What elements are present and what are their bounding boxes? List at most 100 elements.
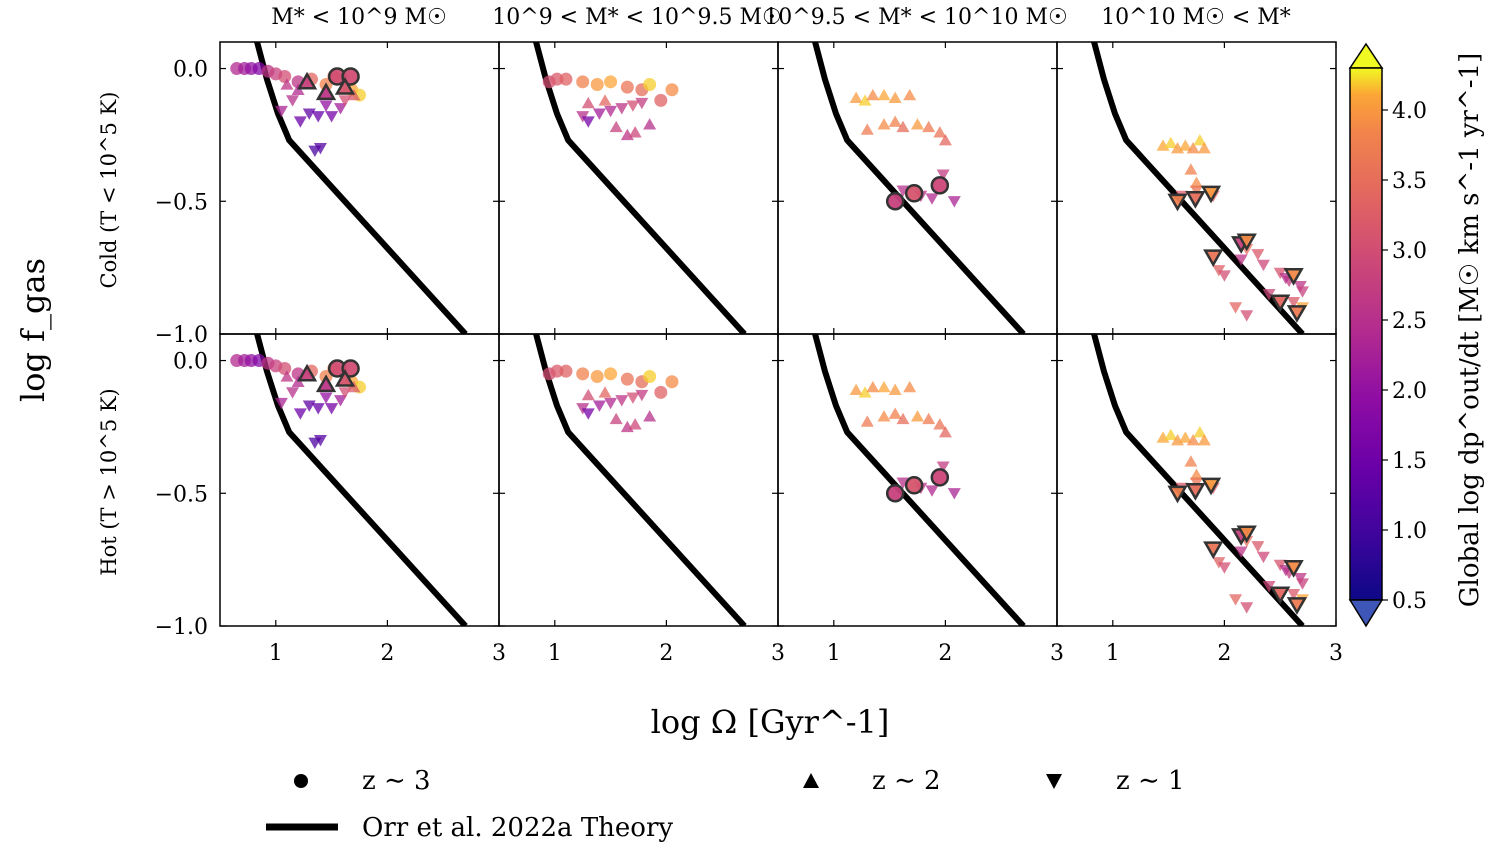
point-z1: [319, 392, 333, 404]
point-z2: [581, 388, 595, 401]
point-z2: [581, 96, 595, 109]
point-z2: [858, 94, 872, 106]
point-z3: [654, 385, 668, 399]
point-z1: [286, 95, 300, 107]
plot-area: [230, 334, 468, 626]
point-z1: [1256, 551, 1270, 564]
colorbar-tick-label: 2.5: [1392, 309, 1427, 334]
plot-area: [230, 42, 468, 334]
point-z1: [1185, 482, 1206, 501]
plot-area: [1090, 42, 1310, 334]
point-z2: [860, 415, 874, 427]
point-z1: [1296, 286, 1310, 298]
point-z2: [896, 412, 910, 425]
point-z3: [576, 75, 590, 89]
point-z2: [1193, 426, 1207, 438]
column-title-3: 10^9.5 < M* < 10^10 M☉: [764, 5, 1067, 30]
point-z3: [665, 83, 679, 97]
x-tick-label: 3: [1329, 641, 1343, 666]
point-z1: [325, 403, 339, 415]
x-tick-label: 2: [1217, 641, 1231, 666]
plot-area: [1090, 334, 1310, 626]
point-z1: [1236, 233, 1257, 252]
x-tick-label: 1: [827, 641, 841, 666]
point-z2: [877, 380, 891, 393]
point-z1: [1270, 586, 1291, 605]
point-z1: [1240, 602, 1254, 614]
column-title-4: 10^10 M☉ < M*: [1101, 5, 1291, 30]
point-z1: [313, 434, 327, 447]
panel-frame: [1056, 333, 1337, 627]
colorbar: 0.5 1.0 1.5 2.0 2.5 3.0 3.5 4.0 Global log dp^o…: [1348, 42, 1485, 628]
point-z1: [1251, 541, 1265, 553]
point-z2: [1186, 434, 1200, 446]
point-z1: [1234, 254, 1248, 266]
row-label-hot: Hot (T > 10^5 K): [97, 388, 121, 575]
column-title-1: M* < 10^9 M☉: [271, 5, 447, 30]
point-z2: [628, 126, 642, 138]
point-z1: [1286, 597, 1308, 615]
point-z2: [1178, 139, 1192, 151]
point-z1: [1185, 190, 1206, 209]
legend-marker-z2: [803, 773, 819, 788]
colorbar-tick-label: 1.0: [1392, 519, 1427, 544]
point-z2: [609, 412, 623, 425]
point-z3: [559, 364, 573, 378]
point-z3: [885, 484, 905, 503]
y-tick-label: −1.0: [155, 615, 208, 640]
point-z1: [947, 196, 961, 208]
plot-area: [532, 42, 747, 334]
point-z1: [1286, 305, 1308, 323]
point-z2: [315, 82, 337, 101]
point-z1: [1200, 477, 1222, 496]
row-label-cold: Cold (T < 10^5 K): [97, 92, 121, 289]
point-z3: [604, 367, 618, 381]
x-tick-label: 3: [771, 641, 785, 666]
point-z1: [1262, 288, 1276, 301]
point-z1: [1283, 559, 1304, 578]
colorbar-tick-label: 0.5: [1392, 589, 1427, 614]
point-z3: [904, 184, 924, 203]
point-z2: [643, 410, 657, 422]
point-z1: [274, 105, 288, 118]
point-z1: [1203, 249, 1224, 268]
panel-hot-2: 1 2 3: [498, 333, 785, 666]
point-z3: [604, 75, 618, 89]
point-z1: [604, 105, 618, 118]
point-z1: [615, 395, 629, 407]
plot-area: [811, 334, 1026, 626]
point-z2: [888, 383, 902, 395]
point-z3: [590, 369, 604, 383]
panel-grid: 0.0−0.5−1.00.0−0.5−1.01 2 3 1 2 3 1 2 3 1 2 3: [155, 41, 1343, 666]
point-z2: [1164, 136, 1178, 149]
point-z1: [334, 103, 348, 115]
point-z1: [1270, 294, 1291, 313]
point-z2: [1184, 163, 1198, 175]
point-z1: [1217, 562, 1231, 574]
point-z1: [947, 488, 961, 500]
point-z3: [665, 375, 679, 389]
point-z2: [860, 123, 874, 135]
theory-line: [532, 42, 747, 334]
point-z3: [930, 468, 950, 487]
point-z2: [911, 410, 924, 422]
point-z3: [930, 176, 950, 195]
point-z2: [933, 418, 947, 430]
point-z2: [938, 426, 952, 438]
point-z1: [1167, 193, 1188, 212]
point-z2: [315, 374, 337, 393]
point-z2: [296, 71, 318, 90]
point-z2: [877, 88, 891, 101]
theory-line: [811, 334, 1026, 626]
point-z1: [1240, 310, 1254, 322]
point-z2: [334, 77, 356, 95]
point-z2: [643, 118, 657, 130]
theory-line: [1090, 334, 1305, 626]
x-tick-label: 2: [380, 641, 394, 666]
point-z2: [877, 118, 891, 130]
point-z1: [1229, 302, 1243, 314]
point-z1: [592, 400, 606, 412]
legend: z ∼ 3 z ∼ 2 z ∼ 1 Orr et al. 2022a Theor…: [266, 766, 1185, 843]
x-tick-label: 3: [1050, 641, 1064, 666]
